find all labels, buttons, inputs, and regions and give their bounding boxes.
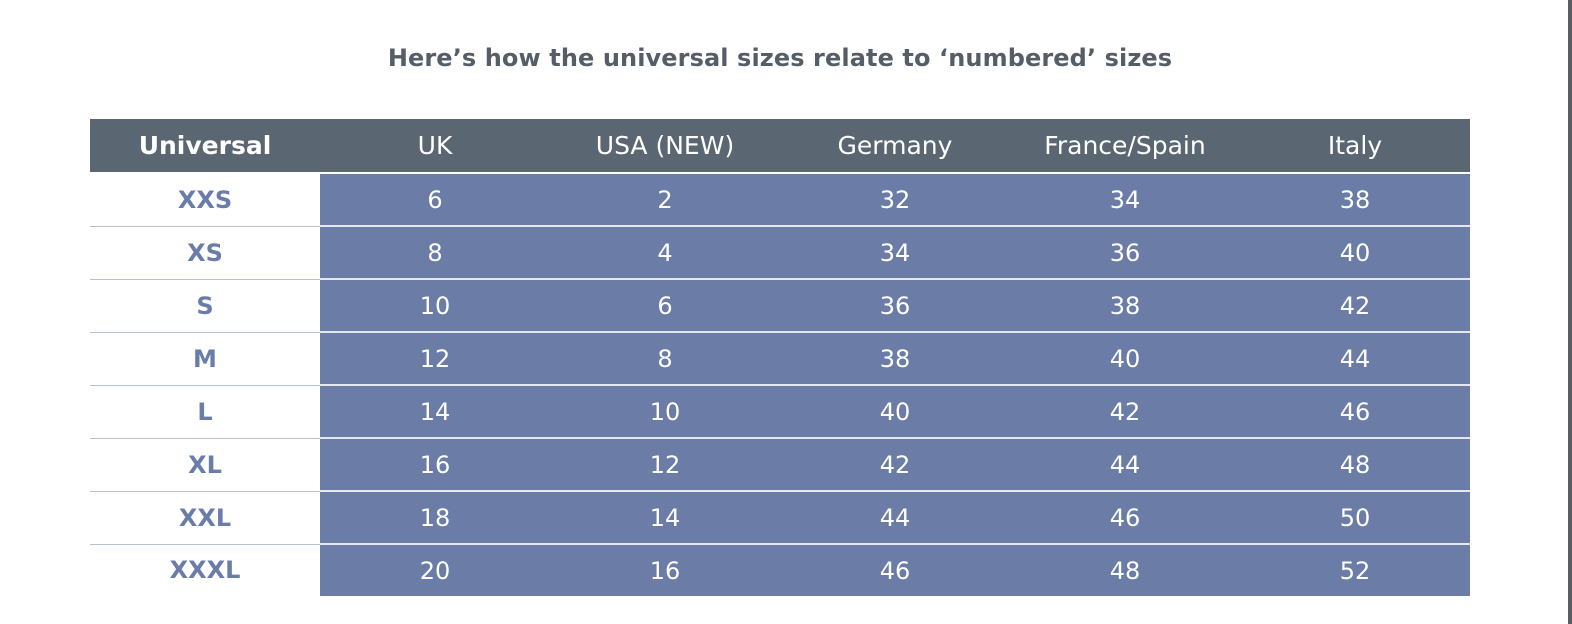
uk-size-cell: 14	[320, 385, 550, 439]
germany-size-cell: 42	[780, 438, 1010, 492]
header-universal: Universal	[90, 119, 320, 174]
france-spain-size-cell: 34	[1010, 173, 1240, 227]
universal-size-cell: XL	[90, 438, 320, 492]
france-spain-size-cell: 48	[1010, 544, 1240, 596]
universal-size-cell: XXL	[90, 491, 320, 545]
size-conversion-table: Universal UK USA (NEW) Germany France/Sp…	[90, 119, 1470, 596]
usa-size-cell: 2	[550, 173, 780, 227]
france-spain-size-cell: 36	[1010, 226, 1240, 280]
usa-size-cell: 14	[550, 491, 780, 545]
usa-size-cell: 10	[550, 385, 780, 439]
italy-size-cell: 50	[1240, 491, 1470, 545]
germany-size-cell: 40	[780, 385, 1010, 439]
uk-size-cell: 8	[320, 226, 550, 280]
usa-size-cell: 16	[550, 544, 780, 596]
germany-size-cell: 44	[780, 491, 1010, 545]
germany-size-cell: 38	[780, 332, 1010, 386]
france-spain-size-cell: 38	[1010, 279, 1240, 333]
header-uk: UK	[320, 119, 550, 174]
italy-size-cell: 44	[1240, 332, 1470, 386]
italy-size-cell: 52	[1240, 544, 1470, 596]
universal-size-cell: S	[90, 279, 320, 333]
france-spain-size-cell: 44	[1010, 438, 1240, 492]
table-row: XXS 6 2 32 34 38	[90, 173, 1470, 227]
italy-size-cell: 38	[1240, 173, 1470, 227]
usa-size-cell: 4	[550, 226, 780, 280]
germany-size-cell: 36	[780, 279, 1010, 333]
uk-size-cell: 20	[320, 544, 550, 596]
italy-size-cell: 42	[1240, 279, 1470, 333]
table-body: XXS 6 2 32 34 38 XS 8 4 34 36 40 S 10 6 …	[90, 173, 1470, 596]
table-row: XL 16 12 42 44 48	[90, 438, 1470, 492]
italy-size-cell: 48	[1240, 438, 1470, 492]
universal-size-cell: L	[90, 385, 320, 439]
header-usa-new: USA (NEW)	[550, 119, 780, 174]
uk-size-cell: 6	[320, 173, 550, 227]
germany-size-cell: 34	[780, 226, 1010, 280]
uk-size-cell: 16	[320, 438, 550, 492]
table-row: L 14 10 40 42 46	[90, 385, 1470, 439]
header-italy: Italy	[1240, 119, 1470, 174]
germany-size-cell: 32	[780, 173, 1010, 227]
germany-size-cell: 46	[780, 544, 1010, 596]
uk-size-cell: 12	[320, 332, 550, 386]
italy-size-cell: 40	[1240, 226, 1470, 280]
chart-title: Here’s how the universal sizes relate to…	[387, 44, 1173, 72]
universal-size-cell: M	[90, 332, 320, 386]
header-germany: Germany	[780, 119, 1010, 174]
table-row: XXXL 20 16 46 48 52	[90, 544, 1470, 596]
france-spain-size-cell: 46	[1010, 491, 1240, 545]
table-row: S 10 6 36 38 42	[90, 279, 1470, 333]
table-header: Universal UK USA (NEW) Germany France/Sp…	[90, 119, 1470, 174]
table-row: M 12 8 38 40 44	[90, 332, 1470, 386]
uk-size-cell: 10	[320, 279, 550, 333]
italy-size-cell: 46	[1240, 385, 1470, 439]
uk-size-cell: 18	[320, 491, 550, 545]
france-spain-size-cell: 42	[1010, 385, 1240, 439]
table-row: XS 8 4 34 36 40	[90, 226, 1470, 280]
usa-size-cell: 8	[550, 332, 780, 386]
usa-size-cell: 12	[550, 438, 780, 492]
universal-size-cell: XXS	[90, 173, 320, 227]
header-row: Universal UK USA (NEW) Germany France/Sp…	[90, 119, 1470, 174]
header-france-spain: France/Spain	[1010, 119, 1240, 174]
france-spain-size-cell: 40	[1010, 332, 1240, 386]
universal-size-cell: XS	[90, 226, 320, 280]
usa-size-cell: 6	[550, 279, 780, 333]
universal-size-cell: XXXL	[90, 544, 320, 596]
table-row: XXL 18 14 44 46 50	[90, 491, 1470, 545]
page-edge-divider	[1568, 0, 1572, 624]
